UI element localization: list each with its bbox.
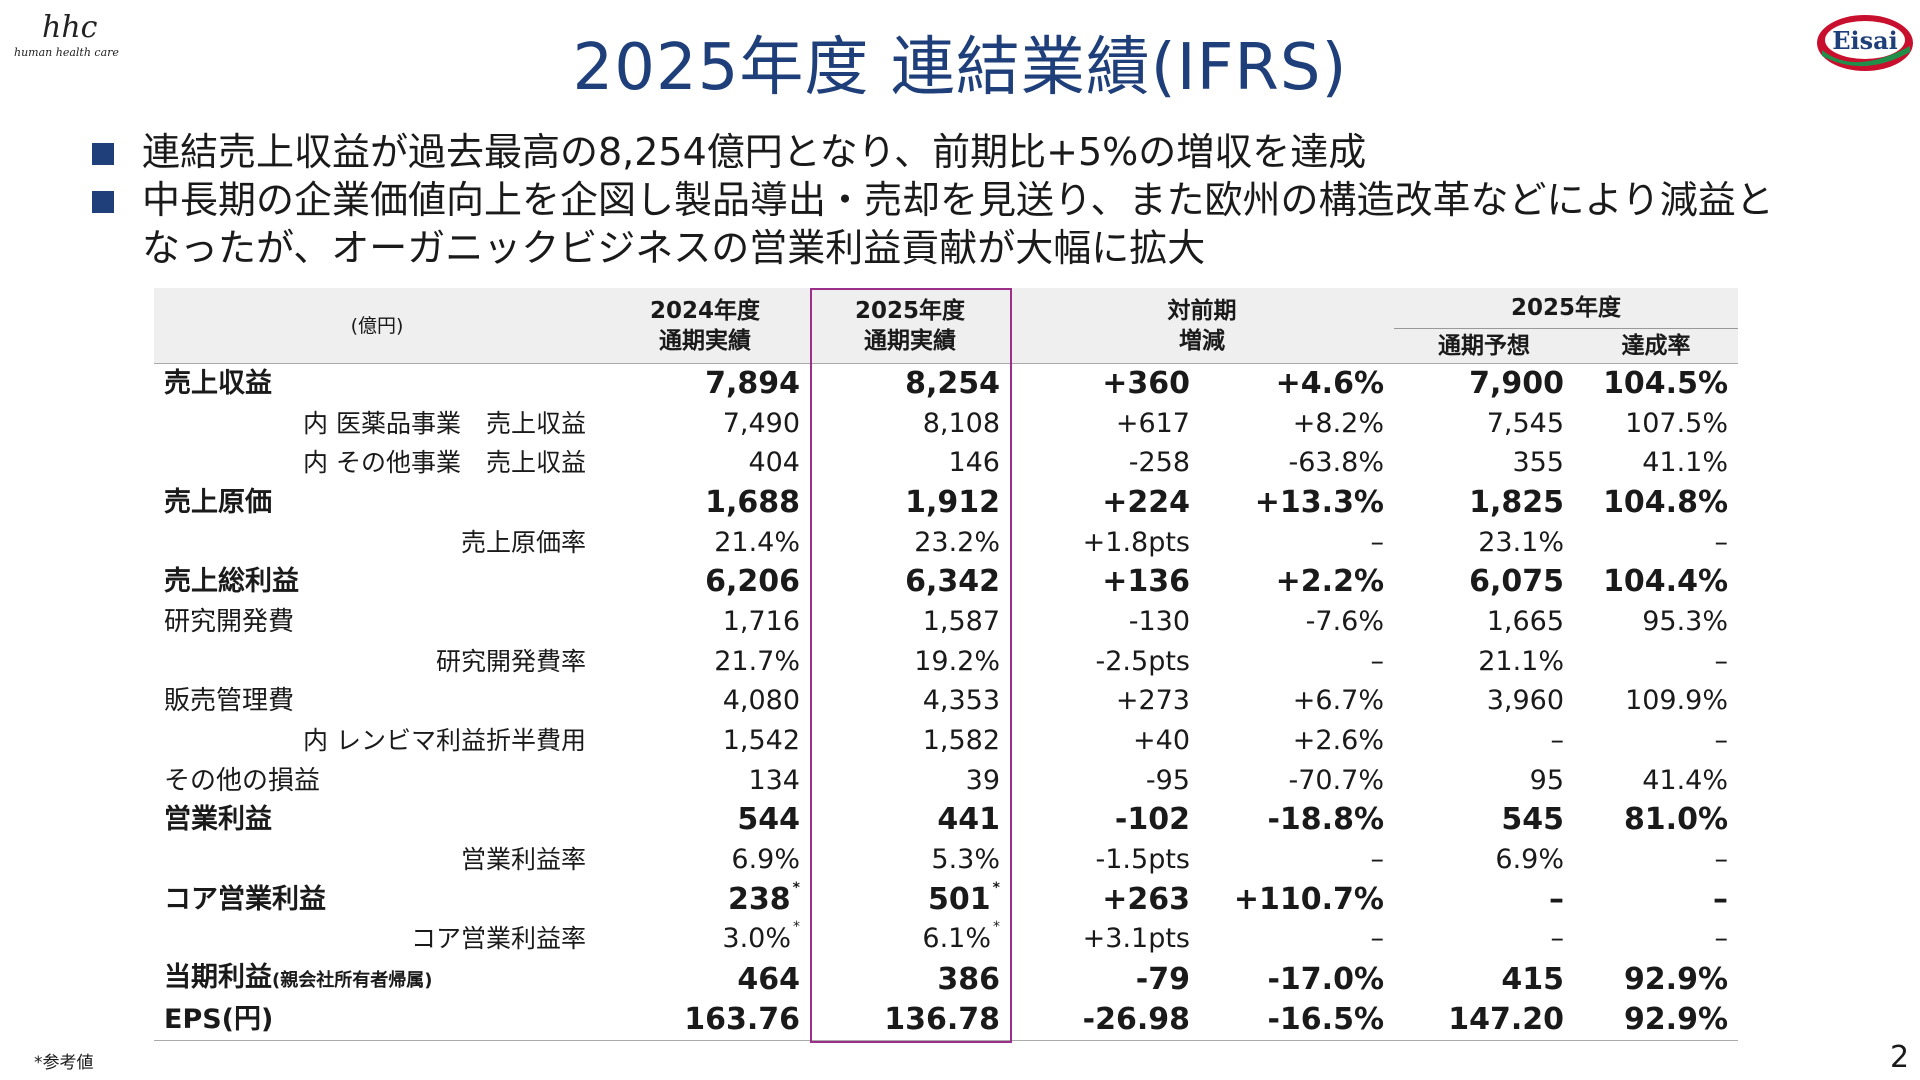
hhc-logo-script: hhc: [42, 10, 98, 45]
table-row: その他の損益 134 39 -95 -70.7% 95 41.4%: [164, 764, 1729, 796]
hhc-logo-tagline: human health care: [14, 46, 119, 59]
hhc-logo: hhc human health care: [14, 10, 134, 60]
table-row: 当期利益(親会社所有者帰属) 464 386 -79 -17.0% 415 92.9%: [164, 961, 1729, 997]
table-row: 売上収益 7,894 8,254 +360 +4.6% 7,900 104.5%: [164, 365, 1729, 401]
footnote-mark: *: [993, 919, 1000, 936]
footnote-mark: *: [792, 879, 800, 896]
table-row: 売上原価率 21.4% 23.2% +1.8pts –23.1% –: [460, 526, 1729, 558]
table-row: 研究開発費率 21.7% 19.2% -2.5pts –21.1% –: [435, 645, 1729, 677]
footnote-mark: *: [793, 919, 800, 936]
table-row: コア営業利益率 3.0% * 6.1% * +3.1pts – – –: [410, 919, 1729, 955]
table-row: 内 医薬品事業 売上収益 7,490 8,108 +617 +8.2% 7,545 107.…: [303, 407, 1729, 439]
table-row: 内 レンビマ利益折半費用 1,542 1,582 +40 +2.6% – –: [303, 725, 1729, 757]
header-forecast: 通期予想: [1394, 328, 1574, 364]
table-row: 研究開発費 1,716 1,587 -130 -7.6% 1,665 95.3%: [164, 605, 1729, 637]
header-unit: (億円): [154, 288, 600, 364]
table-row: 売上原価 1,688 1,912 +224 +13.3% 1,825 104.8%: [164, 484, 1729, 520]
table-row: 売上総利益 6,206 6,342 +136 +2.2% 6,075 104.4%: [164, 564, 1729, 600]
page-title: 2025年度 連結業績(IFRS): [572, 31, 1348, 105]
header-fy2024: 2024年度 通期実績: [600, 288, 810, 364]
table-row: 営業利益率 6.9% 5.3% -1.5pts –6.9% –: [460, 844, 1729, 876]
table-row: 内 その他事業 売上収益 404 146 -258 -63.8% 355 41.1%: [303, 447, 1729, 479]
header-achievement: 達成率: [1574, 328, 1739, 364]
table-row: 販売管理費 4,080 4,353 +273 +6.7% 3,960 109.9%: [164, 685, 1729, 717]
footnote-mark: *: [992, 879, 1000, 896]
header-fy2025: 2025年度 通期実績: [810, 288, 1010, 364]
bullet-item: 連結売上収益が過去最高の8,254億円となり、前期比+5%の増収を達成: [92, 128, 1872, 176]
results-table: (億円) 2024年度 通期実績 2025年度 通期実績 対前期 増減 2025年度 …: [154, 288, 1739, 1042]
eisai-logo-text: Eisai: [1832, 26, 1898, 55]
eisai-logo: Eisai: [1817, 15, 1913, 71]
footnote: *参考値: [34, 1053, 94, 1073]
table-row: EPS(円) 163.76 136.78 -26.98 -16.5% 147.20 92.9…: [154, 1000, 1739, 1042]
bullet-item: 中長期の企業価値向上を企図し製品導出・売却を見送り、また欧州の構造改革などにより…: [92, 176, 1792, 272]
table-header: (億円) 2024年度 通期実績 2025年度 通期実績 対前期 増減 2025年度 …: [154, 288, 1739, 364]
results-table-wrap: (億円) 2024年度 通期実績 2025年度 通期実績 対前期 増減 2025年度 …: [154, 288, 1739, 1042]
header-fy2025-plan: 2025年度: [1394, 288, 1739, 329]
table-row: 営業利益 544 441 -102 -18.8% 545 81.0%: [164, 802, 1729, 838]
header-yoy: 対前期 増減: [1010, 288, 1394, 364]
table-row: コア営業利益 238 * 501 * +263 +110.7% – –: [164, 879, 1729, 917]
summary-bullets: 連結売上収益が過去最高の8,254億円となり、前期比+5%の増収を達成 中長期の…: [92, 128, 1872, 272]
page-number: 2: [1890, 1040, 1910, 1075]
